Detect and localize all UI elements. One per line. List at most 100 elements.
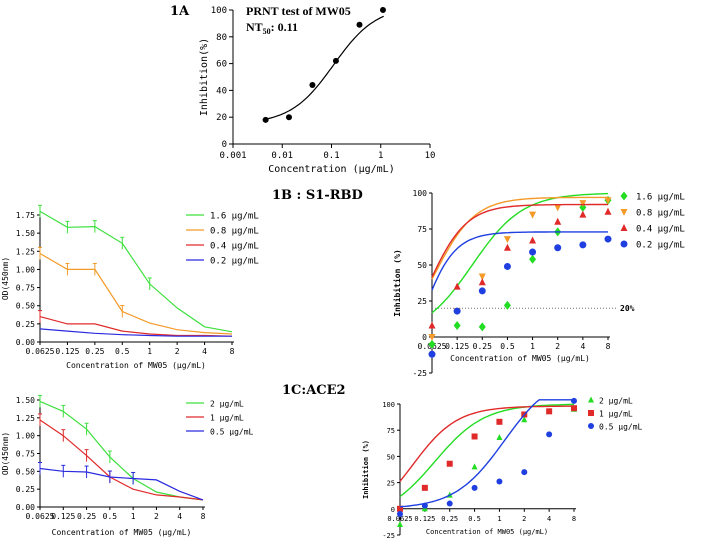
series-line	[39, 419, 204, 501]
y-tick-label: 1.25	[16, 414, 35, 423]
data-point	[546, 408, 553, 415]
data-point	[496, 434, 503, 441]
data-point	[285, 114, 292, 121]
x-tick-label: 4	[547, 515, 551, 523]
data-point	[471, 463, 478, 470]
data-point	[453, 282, 461, 290]
y-tick-label: 20	[216, 113, 227, 123]
x-tick-label: 0.5	[500, 342, 515, 351]
x-tick-label: 4	[177, 512, 182, 521]
x-axis-title: Concentration of MW05 (μg/mL)	[426, 528, 548, 536]
data-point	[478, 322, 486, 332]
x-tick-label: 8	[201, 512, 206, 521]
fit-curve	[262, 15, 384, 121]
y-tick-label: 0	[422, 333, 427, 342]
data-point	[478, 273, 486, 281]
fit-curve	[431, 203, 608, 278]
legend-label: 2 μg/mL	[599, 397, 633, 406]
x-axis-title: Concentration (μg/mL)	[268, 164, 394, 175]
y-tick-label: 1.00	[16, 265, 35, 274]
y-tick-label: 80	[216, 33, 227, 43]
data-point	[554, 217, 562, 225]
y-tick-label: 50	[417, 261, 427, 270]
panel-label-1a: 1A	[170, 4, 190, 19]
y-tick-label: 100	[413, 189, 428, 198]
legend-label: 0.8 μg/mL	[210, 227, 259, 237]
series-line	[39, 252, 233, 335]
data-point	[397, 505, 403, 512]
series-line	[39, 467, 204, 501]
x-tick-label: 1	[497, 515, 501, 523]
x-tick-label: 0.125	[51, 512, 75, 521]
x-axis-title: Concentration of MW05 (μg/mL)	[450, 354, 590, 363]
series-line	[39, 316, 233, 337]
y-tick-label: 0.25	[16, 485, 35, 494]
nt50-annotation: NT50: 0.11	[246, 20, 298, 36]
data-point	[521, 469, 528, 476]
x-tick-label: 0.0625	[26, 347, 55, 356]
y-tick-label: 100	[211, 6, 227, 16]
y-tick-label: 0.50	[16, 302, 35, 311]
data-point	[478, 278, 486, 286]
data-point	[604, 207, 612, 215]
legend-label: 1 μg/mL	[210, 414, 244, 423]
x-tick-label: 1	[378, 151, 383, 161]
x-tick-label: 0.0625	[387, 515, 412, 523]
legend-label: 0.5 μg/mL	[599, 423, 643, 432]
x-tick-label: 0.0625	[26, 512, 55, 521]
x-tick-label: 1	[147, 347, 152, 356]
data-point	[453, 307, 461, 315]
x-tick-label: 0.125	[55, 347, 79, 356]
x-axis-title: Concentration of MW05 (μg/mL)	[52, 528, 192, 537]
x-tick-label: 2	[175, 347, 180, 356]
y-tick-label: 100	[382, 401, 395, 409]
x-axis-title: Concentration of MW05 (μg/mL)	[66, 361, 206, 370]
data-point	[496, 418, 503, 425]
x-tick-label: 8	[606, 342, 611, 351]
series-line	[39, 210, 233, 333]
chart-1b-od: 0.000.250.500.751.001.251.501.750.0625 0.…	[1, 204, 259, 370]
data-point	[579, 241, 587, 249]
data-point	[428, 350, 436, 358]
y-axis-title: OD(450nm)	[1, 432, 10, 475]
y-tick-label: 40	[216, 86, 227, 96]
y-axis-title: Inhibition (%)	[392, 249, 402, 316]
data-point	[579, 210, 587, 218]
data-point	[397, 511, 403, 518]
legend-swatch	[588, 423, 594, 429]
data-point	[529, 236, 537, 244]
x-tick-label: 0.25	[473, 342, 492, 351]
data-point	[421, 484, 428, 491]
x-tick-label: 2	[555, 342, 560, 351]
data-point	[428, 334, 436, 341]
y-tick-label: 0	[222, 140, 227, 150]
data-point	[503, 262, 511, 270]
y-axis-title: Inhibition (%)	[362, 440, 370, 499]
fit-curve	[431, 196, 609, 280]
panel-label-1c: 1C:ACE2	[282, 383, 346, 398]
x-tick-label: 0.25	[85, 347, 104, 356]
x-tick-label: 0.001	[219, 151, 246, 161]
data-point	[446, 460, 453, 467]
x-tick-label: 4	[580, 342, 585, 351]
x-tick-label: 0.1	[323, 151, 339, 161]
data-point	[503, 300, 511, 310]
fit-curve	[399, 403, 575, 498]
data-point	[446, 500, 453, 507]
fit-curve	[431, 192, 609, 314]
x-tick-label: 4	[202, 347, 207, 356]
threshold-label: 20%	[620, 304, 635, 313]
data-point	[496, 478, 503, 485]
y-tick-label: 25	[387, 480, 395, 488]
data-point	[356, 21, 363, 28]
legend-label: 0.2 μg/mL	[636, 241, 685, 251]
data-point	[471, 484, 478, 491]
data-point	[471, 433, 478, 440]
fit-curve	[399, 399, 574, 508]
legend-swatch	[620, 240, 628, 248]
legend-label: 2 μg/mL	[210, 400, 244, 409]
legend-swatch	[620, 224, 628, 231]
data-point	[571, 405, 577, 412]
legend-label: 0.8 μg/mL	[636, 209, 685, 219]
